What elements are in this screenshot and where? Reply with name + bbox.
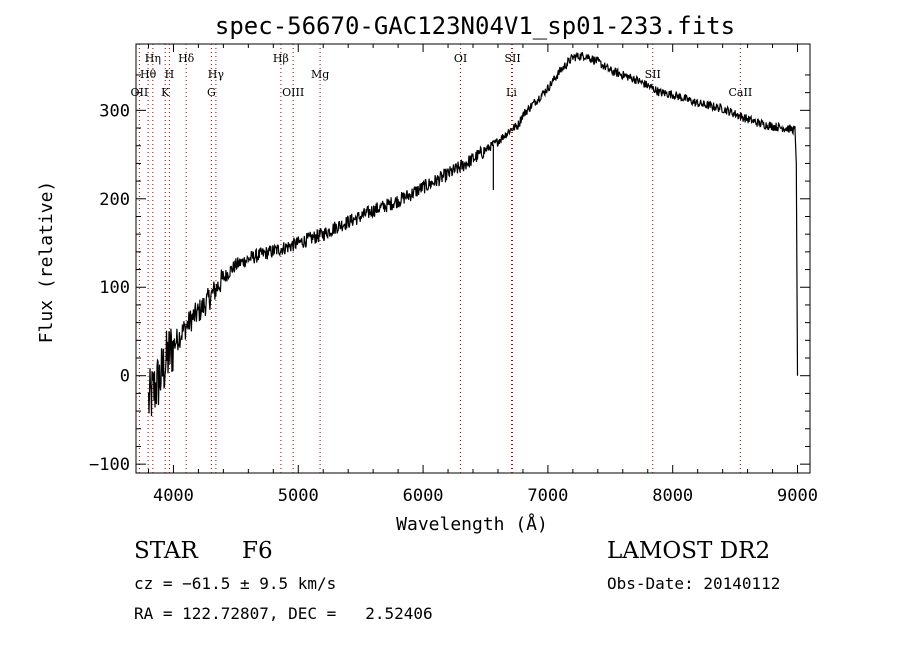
spectrum-line bbox=[147, 51, 799, 417]
line-marker-label: Mg bbox=[311, 68, 329, 81]
x-tick-label: 6000 bbox=[403, 486, 444, 506]
object-class: STAR bbox=[134, 538, 198, 564]
coordinates: RA = 122.72807, DEC = 2.52406 bbox=[134, 604, 433, 623]
object-subclass: F6 bbox=[242, 538, 273, 564]
line-marker-label: CaII bbox=[729, 86, 753, 99]
line-marker-label: Hβ bbox=[273, 52, 289, 65]
y-tick-label: 0 bbox=[120, 367, 130, 387]
line-marker-label: Hη bbox=[145, 52, 161, 65]
line-marker-label: OI bbox=[454, 52, 467, 65]
line-marker-label: OIII bbox=[282, 86, 304, 99]
line-marker-label: Hθ bbox=[140, 68, 157, 81]
chart-title: spec-56670-GAC123N04V1_sp01-233.fits bbox=[215, 12, 735, 40]
line-marker-label: G bbox=[207, 86, 216, 99]
y-tick-label: 200 bbox=[99, 190, 130, 210]
x-tick-label: 4000 bbox=[153, 486, 194, 506]
line-marker-label: SII bbox=[504, 52, 520, 65]
y-tick-label: −100 bbox=[89, 455, 130, 475]
line-marker-label: Li bbox=[506, 86, 517, 99]
x-tick-label: 5000 bbox=[278, 486, 319, 506]
line-marker-label: Hγ bbox=[208, 68, 225, 81]
x-axis-label: Wavelength (Å) bbox=[396, 513, 548, 535]
radial-velocity: cz = −61.5 ± 9.5 km/s bbox=[134, 574, 337, 593]
x-axis-ticks: 4000 5000 6000 7000 8000 9000 bbox=[147, 44, 818, 506]
x-tick-label: 9000 bbox=[777, 486, 818, 506]
line-marker-label: Hδ bbox=[178, 52, 195, 65]
y-axis-ticks: −100 0 100 200 300 bbox=[89, 74, 810, 475]
y-axis-label: Flux (relative) bbox=[36, 181, 57, 344]
x-tick-label: 8000 bbox=[652, 486, 693, 506]
observation-date: Obs-Date: 20140112 bbox=[607, 574, 781, 593]
line-marker-label: H bbox=[165, 68, 175, 81]
line-marker-label: K bbox=[161, 86, 170, 99]
survey-name: LAMOST DR2 bbox=[607, 538, 771, 564]
line-marker-label: SII bbox=[645, 68, 661, 81]
y-tick-label: 300 bbox=[99, 101, 130, 121]
y-tick-label: 100 bbox=[99, 278, 130, 298]
x-tick-label: 7000 bbox=[527, 486, 568, 506]
spectrum-chart: spec-56670-GAC123N04V1_sp01-233.fits OII… bbox=[36, 12, 818, 535]
